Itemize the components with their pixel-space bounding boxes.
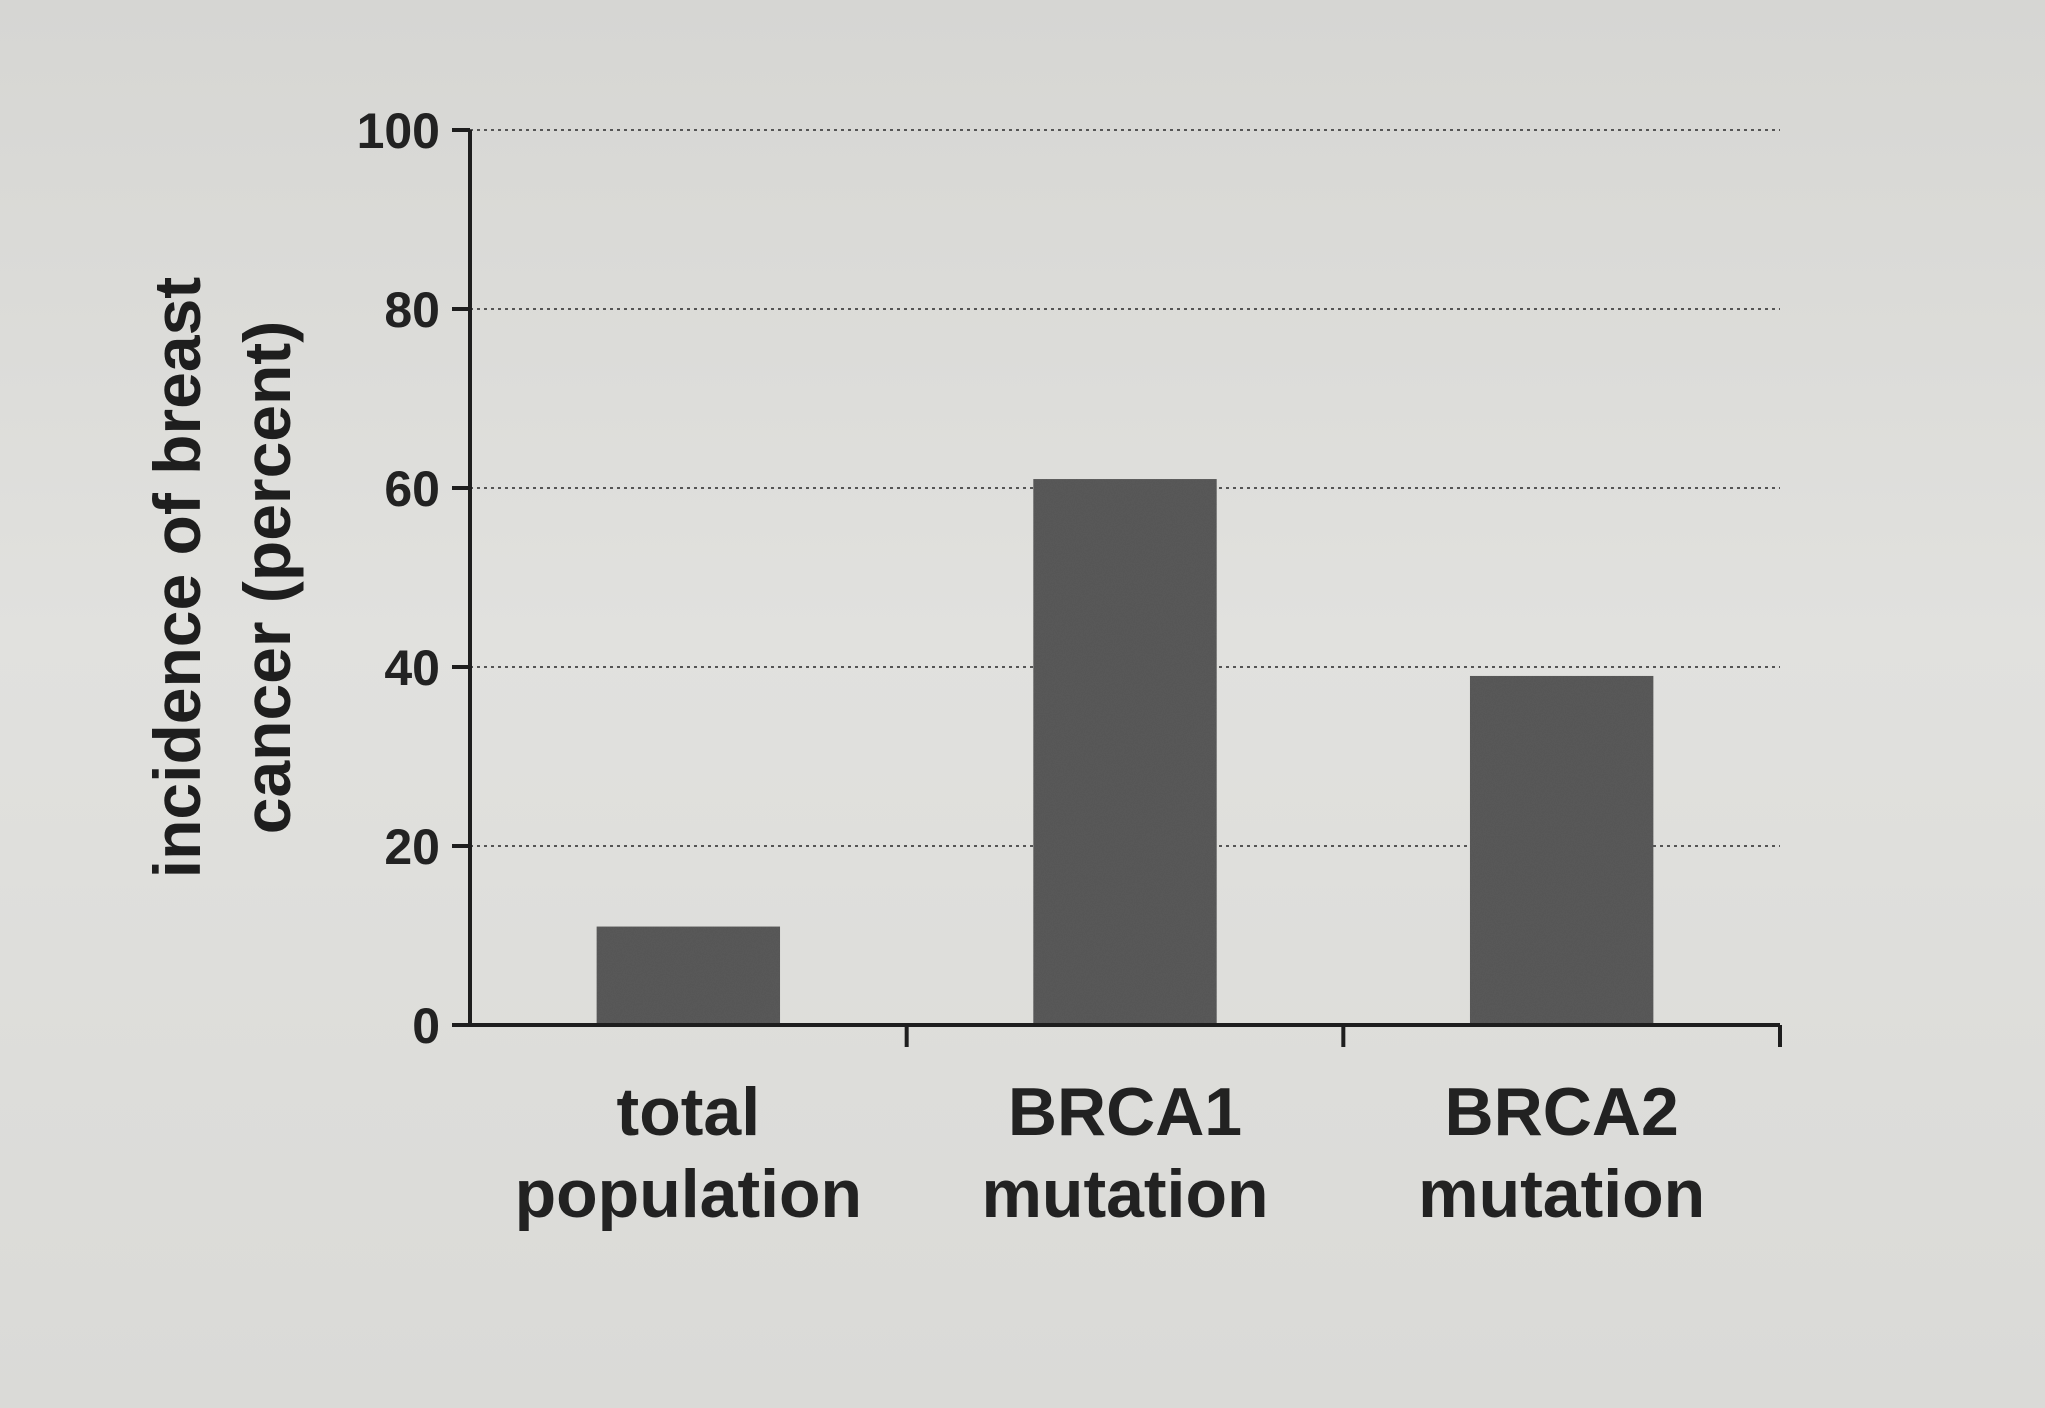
axes: [452, 128, 1782, 1047]
y-tick-label: 100: [357, 103, 440, 159]
x-category-label-line: total: [617, 1074, 761, 1150]
y-axis-title: incidence of breast cancer (percent): [140, 277, 304, 879]
y-tick-label: 60: [384, 461, 440, 517]
x-category-label: BRCA1 mutation: [981, 1074, 1268, 1232]
gridlines: [470, 129, 1780, 847]
x-category-label-line: population: [515, 1156, 862, 1232]
y-tick-label: 40: [384, 640, 440, 696]
y-axis-title-line: cancer (percent): [230, 321, 304, 835]
y-tick-label: 20: [384, 819, 440, 875]
x-category-label-line: BRCA2: [1445, 1074, 1679, 1150]
y-tick-label: 0: [412, 998, 440, 1054]
x-category-label-line: BRCA1: [1008, 1074, 1242, 1150]
y-axis-title: incidence of breast cancer (percent): [140, 277, 304, 879]
x-category-label: BRCA2 mutation: [1418, 1074, 1705, 1232]
bar: [596, 926, 781, 1025]
x-category-label-line: mutation: [981, 1156, 1268, 1232]
bars: [596, 479, 1654, 1025]
x-category-label-line: mutation: [1418, 1156, 1705, 1232]
x-category-label: total population: [515, 1074, 862, 1232]
y-axis-title-line: incidence of breast: [140, 277, 214, 879]
y-tick-labels: 0 20 40 60 80 100: [357, 103, 440, 1054]
bar: [1469, 675, 1654, 1025]
y-tick-label: 80: [384, 282, 440, 338]
bar: [1033, 479, 1217, 1025]
